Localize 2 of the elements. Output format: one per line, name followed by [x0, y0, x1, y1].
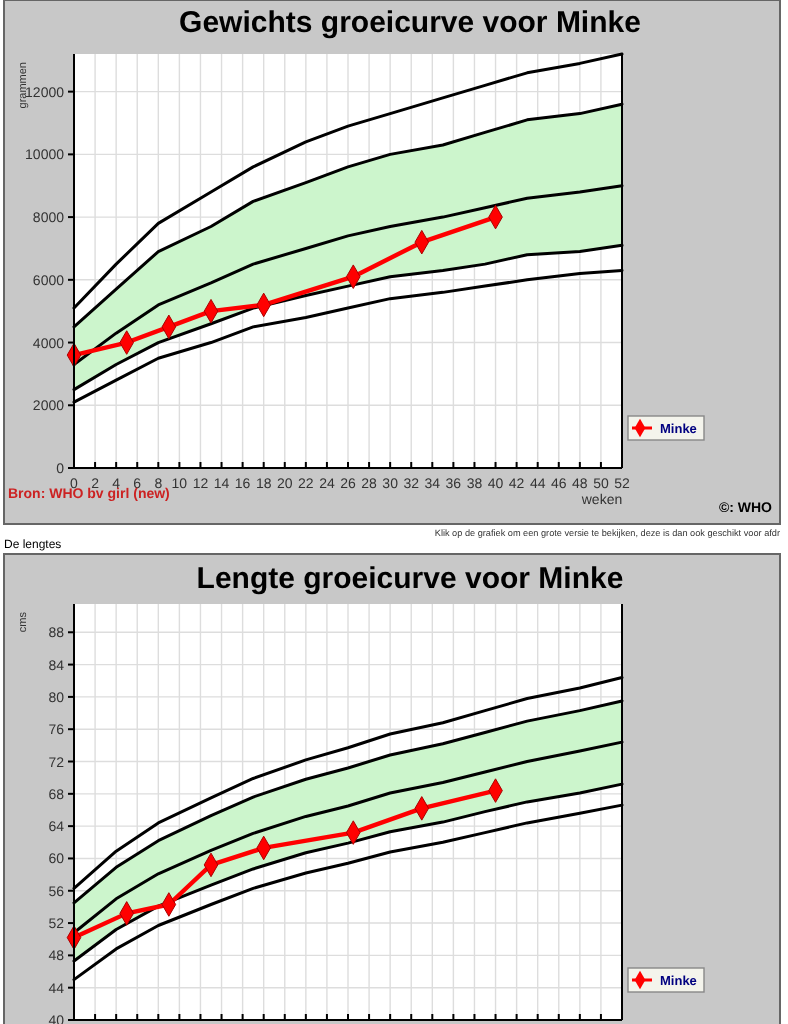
chart-title: Gewichts groeicurve voor Minke — [179, 6, 641, 40]
chart-title: Lengte groeicurve voor Minke — [196, 562, 624, 596]
